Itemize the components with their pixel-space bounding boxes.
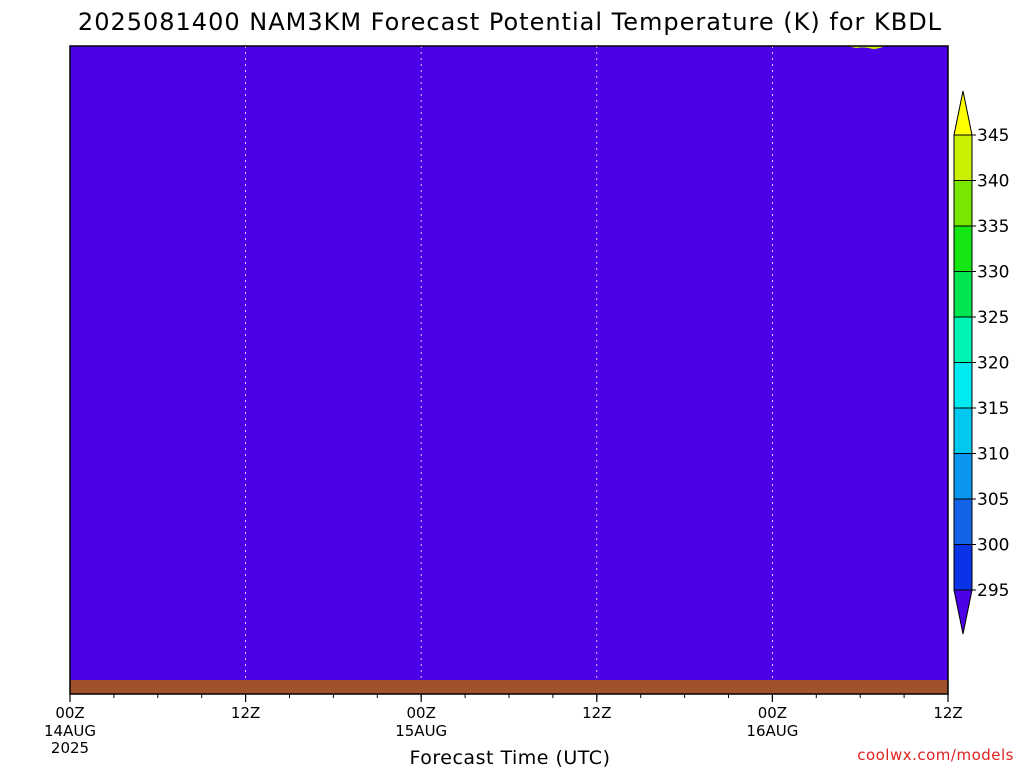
x-axis-title: Forecast Time (UTC)	[410, 747, 611, 768]
x-tick-label: 00Z	[55, 704, 84, 722]
plot-area: 3443403363403323363323323283283283243243…	[69, 45, 949, 695]
colorbar-swatch	[953, 544, 973, 591]
x-tick-label: 00Z	[407, 704, 436, 722]
colorbar-label: 340	[977, 172, 1009, 192]
colorbar-swatch	[953, 407, 973, 454]
temperature-bands	[70, 46, 948, 694]
x-year-label: 2025	[51, 739, 89, 757]
ground-surface	[70, 680, 948, 694]
colorbar-label: 300	[977, 536, 1009, 556]
x-tick-label: 00Z	[758, 704, 787, 722]
colorbar-label: 305	[977, 490, 1009, 510]
colorbar-swatch	[953, 271, 973, 318]
x-date-label: 15AUG	[395, 722, 447, 740]
colorbar-swatch	[953, 134, 973, 181]
colorbar-label: 320	[977, 354, 1009, 374]
x-tick-label: 12Z	[582, 704, 611, 722]
colorbar-swatch	[953, 498, 973, 545]
colorbar-swatch	[953, 225, 973, 272]
colorbar-swatch	[953, 180, 973, 227]
colorbar-swatch	[953, 316, 973, 363]
x-tick-label: 12Z	[231, 704, 260, 722]
colorbar-label: 325	[977, 308, 1009, 328]
colorbar-swatch	[953, 453, 973, 500]
grid-lines	[245, 46, 773, 680]
x-date-label: 14AUG	[44, 722, 96, 740]
x-tick-label: 12Z	[933, 704, 962, 722]
credit-text: coolwx.com/models	[857, 746, 1014, 764]
x-date-label: 16AUG	[746, 722, 798, 740]
colorbar-label: 310	[977, 445, 1009, 465]
colorbar-label: 315	[977, 399, 1009, 419]
colorbar-legend: 345 340 335 330 325 320 315 310 305 300 295	[953, 90, 1009, 635]
colorbar-label: 335	[977, 217, 1009, 237]
colorbar-label: 345	[977, 126, 1009, 146]
colorbar-label: 295	[977, 581, 1009, 601]
colorbar-swatch	[953, 362, 973, 409]
chart-title: 2025081400 NAM3KM Forecast Potential Tem…	[78, 8, 942, 36]
band-fill-0	[70, 46, 948, 694]
colorbar-label: 330	[977, 263, 1009, 283]
